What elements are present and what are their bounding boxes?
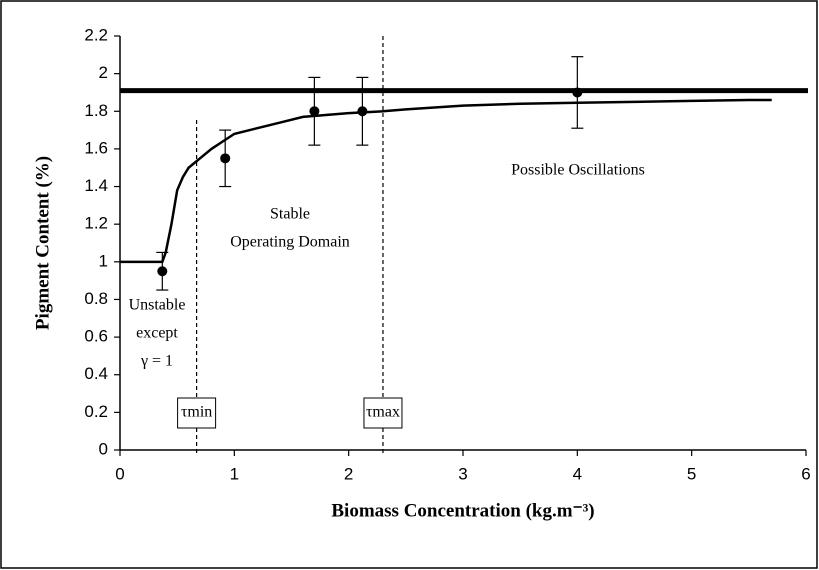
y-tick-label: 0 [99, 439, 108, 458]
y-tick-label: 2.2 [84, 25, 108, 44]
threshold-label: τmin [181, 404, 212, 421]
y-tick-label: 1 [99, 251, 108, 270]
threshold-box [363, 397, 403, 429]
annotation: except [136, 325, 178, 342]
y-tick-label: 0.4 [84, 364, 108, 383]
y-tick-label: 0.6 [84, 327, 108, 346]
annotation: Stable [270, 206, 310, 223]
y-tick-label: 2 [99, 63, 108, 82]
y-tick-label: 0.8 [84, 289, 108, 308]
threshold-label: τmax [366, 404, 400, 421]
data-point [157, 266, 168, 277]
annotation: Possible Oscillations [511, 162, 645, 179]
threshold-box [177, 397, 217, 429]
y-tick-label: 1.6 [84, 138, 108, 157]
x-tick-label: 2 [344, 464, 353, 483]
data-point [309, 106, 320, 117]
x-tick-label: 1 [230, 464, 239, 483]
data-point [572, 87, 583, 98]
x-tick-label: 0 [115, 464, 124, 483]
annotation: Operating Domain [230, 234, 350, 251]
x-tick-label: 5 [687, 464, 696, 483]
y-tick-label: 1.8 [84, 101, 108, 120]
data-point [357, 106, 368, 117]
data-point [220, 153, 231, 164]
x-tick-label: 6 [801, 464, 810, 483]
x-tick-label: 4 [573, 464, 582, 483]
annotation: γ = 1 [140, 353, 173, 370]
y-axis-label: Pigment Content (%) [32, 156, 53, 330]
y-tick-label: 0.2 [84, 402, 108, 421]
x-axis-label: Biomass Concentration (kg.m⁻³) [331, 500, 594, 521]
y-tick-label: 1.4 [84, 176, 108, 195]
y-tick-label: 1.2 [84, 214, 108, 233]
annotation: Unstable [129, 297, 186, 314]
x-tick-label: 3 [458, 464, 467, 483]
